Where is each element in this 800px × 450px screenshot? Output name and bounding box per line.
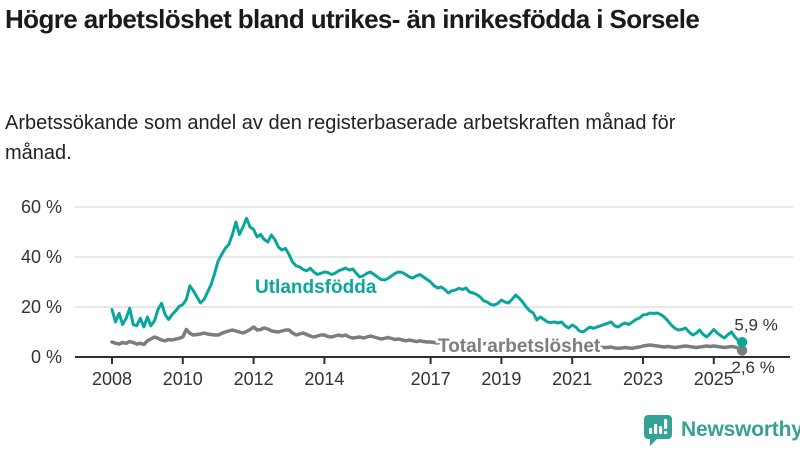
series-inline-label: Total arbetslöshet <box>438 336 601 357</box>
newsworthy-logo[interactable]: Newsworthy <box>643 413 800 447</box>
x-tick-label: 2014 <box>304 369 344 389</box>
series-line-1 <box>110 216 744 344</box>
x-tick-label: 2012 <box>234 369 274 389</box>
series-end-value-label: 2,6 % <box>731 358 774 377</box>
chart-subtitle: Arbetssökande som andel av den registerb… <box>5 112 676 164</box>
y-tick-label: 60 % <box>21 197 62 217</box>
x-tick-label: 2023 <box>623 369 663 389</box>
series-end-dot <box>736 345 748 356</box>
series-inline-label: Utlandsfödda <box>255 277 377 298</box>
x-tick-label: 2017 <box>411 369 451 389</box>
series-end-value-label: 5,9 % <box>734 315 777 334</box>
line-chart: 0 % 20 % 40 % 60 % 2008 2010 2012 2014 2017 2019 2… <box>0 185 800 435</box>
x-tick-label: 2019 <box>481 369 521 389</box>
y-tick-label: 40 % <box>21 247 62 267</box>
series-line-0 <box>110 325 744 353</box>
x-tick-label: 2021 <box>552 369 592 389</box>
x-tick-label: 2010 <box>163 369 203 389</box>
x-tick-label: 2025 <box>694 369 734 389</box>
x-tick-label: 2008 <box>92 369 132 389</box>
y-tick-label: 20 % <box>21 297 62 317</box>
newsworthy-logo-icon <box>644 414 672 446</box>
unemployment-line-chart: 0 % 20 % 40 % 60 % 2008 2010 2012 2014 2017 2019 2… <box>21 197 793 389</box>
brand-wordmark: Newsworthy <box>681 418 800 441</box>
y-tick-label: 0 % <box>31 347 62 367</box>
series-end-dot <box>736 337 748 348</box>
page-title: Högre arbetslöshet bland utrikes- än inr… <box>5 4 700 34</box>
